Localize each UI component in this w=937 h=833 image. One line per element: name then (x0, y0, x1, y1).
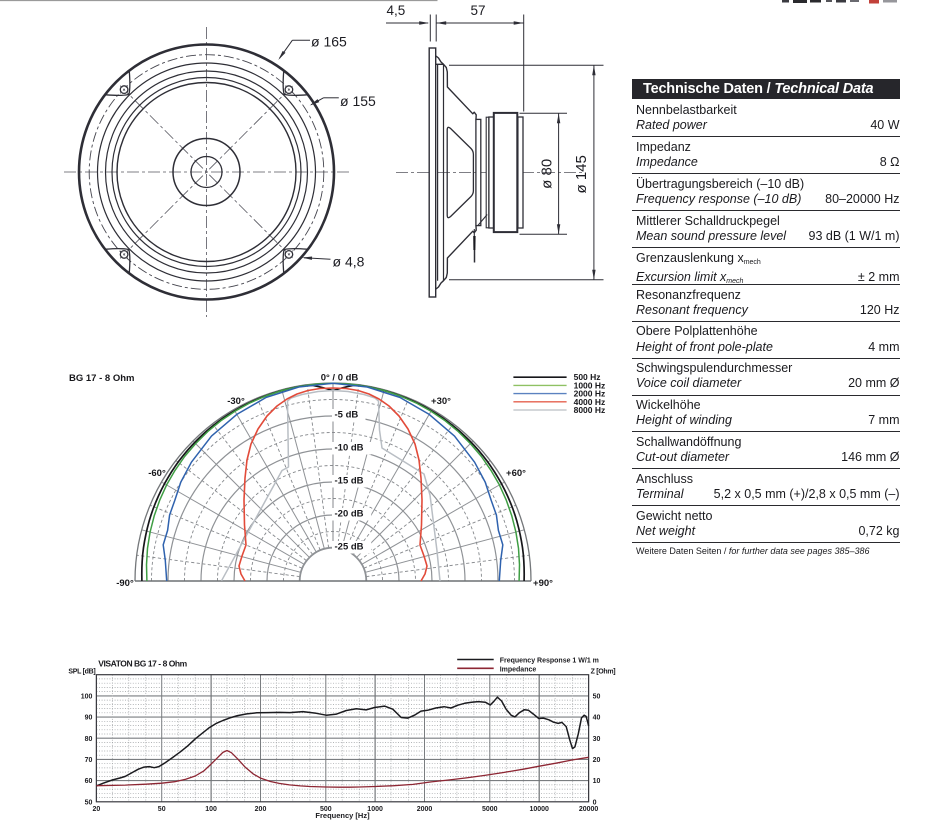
svg-text:BG 17 - 8 Ohm: BG 17 - 8 Ohm (69, 373, 134, 384)
svg-text:-20 dB: -20 dB (335, 509, 364, 520)
svg-text:50: 50 (158, 806, 166, 813)
svg-text:2000 Hz: 2000 Hz (574, 389, 606, 399)
svg-text:+90°: +90° (533, 578, 553, 589)
svg-text:ø 155: ø 155 (340, 93, 376, 109)
svg-text:ø 80: ø 80 (539, 159, 556, 189)
svg-text:80: 80 (85, 736, 93, 743)
svg-text:0° / 0 dB: 0° / 0 dB (321, 372, 359, 383)
svg-text:Z [Ohm]: Z [Ohm] (591, 669, 616, 676)
svg-text:20: 20 (93, 806, 101, 813)
svg-text:200: 200 (255, 806, 267, 813)
svg-text:10: 10 (593, 778, 601, 785)
svg-text:4,5: 4,5 (387, 3, 406, 18)
svg-text:2000: 2000 (417, 806, 433, 813)
svg-text:0: 0 (593, 799, 597, 806)
svg-text:ø 145: ø 145 (573, 155, 590, 193)
svg-text:-15 dB: -15 dB (335, 476, 364, 487)
svg-text:30: 30 (593, 736, 601, 743)
svg-text:10000: 10000 (529, 806, 549, 813)
svg-text:8000 Hz: 8000 Hz (574, 405, 606, 415)
svg-text:ø 165: ø 165 (311, 34, 347, 50)
svg-text:+30°: +30° (431, 396, 451, 407)
svg-text:-5 dB: -5 dB (335, 410, 359, 421)
svg-text:SPL [dB]: SPL [dB] (68, 669, 95, 676)
svg-text:90: 90 (85, 715, 93, 722)
svg-text:1000 Hz: 1000 Hz (574, 380, 606, 390)
svg-text:70: 70 (85, 757, 93, 764)
svg-text:50: 50 (593, 693, 601, 700)
svg-text:-10 dB: -10 dB (335, 443, 364, 454)
svg-text:+60°: +60° (506, 468, 526, 479)
svg-text:Frequency [Hz]: Frequency [Hz] (315, 811, 370, 820)
svg-text:50: 50 (85, 799, 93, 806)
svg-text:100: 100 (81, 693, 93, 700)
svg-text:-30°: -30° (227, 396, 245, 407)
svg-text:100: 100 (205, 806, 217, 813)
svg-text:-60°: -60° (148, 468, 166, 479)
svg-text:Impedance: Impedance (500, 666, 537, 673)
svg-text:57: 57 (471, 3, 486, 18)
svg-text:500 Hz: 500 Hz (574, 372, 601, 382)
svg-text:Frequency Response 1 W/1 m: Frequency Response 1 W/1 m (500, 658, 599, 665)
svg-text:1000: 1000 (367, 806, 383, 813)
svg-text:VISATON BG 17 - 8 Ohm: VISATON BG 17 - 8 Ohm (98, 658, 187, 668)
svg-text:-25 dB: -25 dB (335, 542, 364, 553)
svg-text:5000: 5000 (482, 806, 498, 813)
svg-text:500: 500 (320, 806, 332, 813)
svg-text:20: 20 (593, 757, 601, 764)
svg-text:20000: 20000 (579, 806, 599, 813)
svg-text:-90°: -90° (116, 578, 134, 589)
svg-text:60: 60 (85, 778, 93, 785)
svg-text:4000 Hz: 4000 Hz (574, 397, 606, 407)
svg-text:40: 40 (593, 715, 601, 722)
svg-text:ø 4,8: ø 4,8 (333, 253, 365, 269)
